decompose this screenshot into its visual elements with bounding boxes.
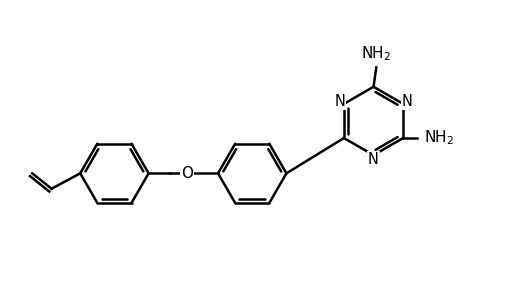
Text: N: N	[401, 94, 412, 109]
Text: NH$_2$: NH$_2$	[360, 44, 390, 63]
Text: NH$_2$: NH$_2$	[423, 129, 454, 147]
Text: N: N	[367, 152, 378, 167]
Text: N: N	[334, 94, 345, 109]
Text: O: O	[181, 166, 193, 181]
